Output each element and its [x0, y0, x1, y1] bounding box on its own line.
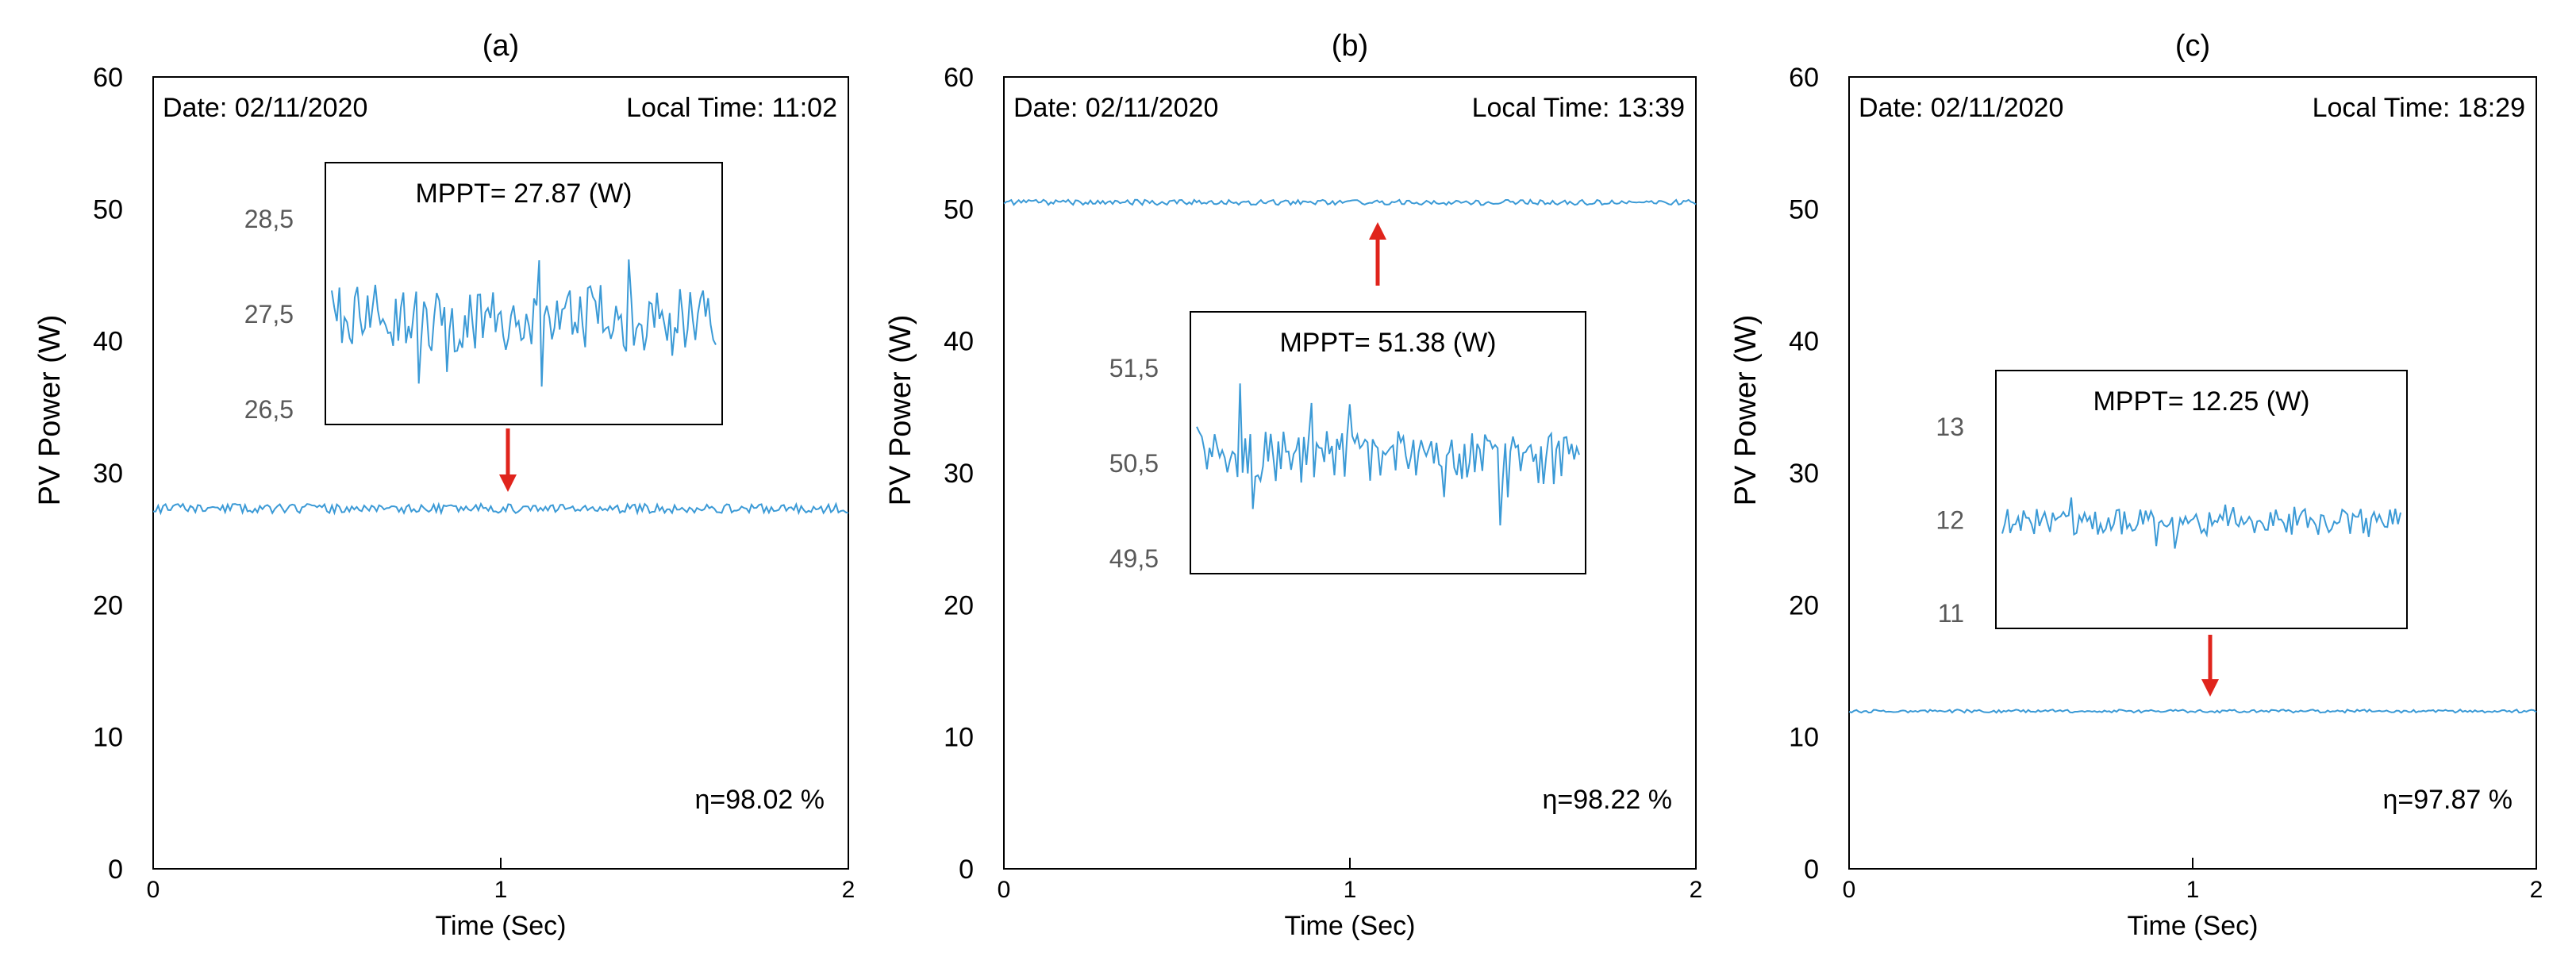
y-tick-label: 30: [944, 459, 974, 489]
panel-b: (b) 0 10 20 30 40 50 60 0 1 2 Time (Sec) PV Power (W…: [884, 29, 1702, 941]
date-annotation: Date: 02/11/2020: [1013, 93, 1218, 123]
local-time-annotation: Local Time: 11:02: [626, 93, 837, 123]
y-tick-label: 50: [93, 194, 123, 225]
pv-power-line: [153, 501, 849, 516]
y-tick-label: 10: [944, 723, 974, 753]
panel-label: (c): [2175, 29, 2210, 63]
x-axis-label: Time (Sec): [436, 911, 567, 941]
y-tick-label: 40: [1789, 327, 1819, 357]
inset-title: MPPT= 51.38 (W): [1279, 328, 1496, 358]
y-tick-label: 40: [944, 327, 974, 357]
efficiency-annotation: η=98.02 %: [694, 785, 825, 815]
local-time-annotation: Local Time: 13:39: [1472, 93, 1685, 123]
y-axis-label: PV Power (W): [884, 315, 917, 506]
red-arrow-head: [1369, 222, 1386, 240]
y-tick-label: 10: [93, 723, 123, 753]
inset-y-tick-label: 13: [1936, 413, 1964, 441]
date-annotation: Date: 02/11/2020: [1859, 93, 2063, 123]
inset-title: MPPT= 27.87 (W): [415, 179, 632, 209]
inset-title: MPPT= 12.25 (W): [2093, 386, 2309, 417]
inset-b: MPPT= 51.38 (W) 51,5 50,5 49,5: [1109, 311, 1586, 574]
x-axis-label: Time (Sec): [1285, 911, 1416, 941]
x-tick-label: 0: [147, 877, 160, 903]
x-tick-label: 1: [1344, 877, 1357, 903]
y-axis-label: PV Power (W): [33, 315, 67, 506]
y-tick-label: 10: [1789, 723, 1819, 753]
inset-series-line: [2001, 497, 2401, 549]
y-tick-label: 20: [93, 590, 123, 620]
date-annotation: Date: 02/11/2020: [163, 93, 367, 123]
y-tick-label: 40: [93, 327, 123, 357]
inset-series-line: [331, 259, 717, 387]
x-tick-label: 0: [998, 877, 1011, 903]
inset-frame: [1995, 370, 2408, 629]
inset-y-tick-label: 51,5: [1109, 354, 1159, 382]
red-arrow-head: [499, 474, 517, 492]
inset-series-line: [1196, 383, 1580, 526]
local-time-annotation: Local Time: 18:29: [2313, 93, 2525, 123]
x-tick-label: 0: [1843, 877, 1856, 903]
y-tick-label: 60: [93, 63, 123, 93]
x-tick-label: 2: [2530, 877, 2543, 903]
y-tick-label: 30: [1789, 459, 1819, 489]
y-tick-label: 20: [944, 590, 974, 620]
y-tick-label: 0: [1804, 855, 1819, 885]
inset-frame: [1190, 311, 1586, 574]
inset-y-tick-label: 50,5: [1109, 449, 1159, 478]
inset-y-tick-label: 26,5: [244, 395, 294, 424]
panel-label: (a): [483, 29, 519, 63]
inset-y-tick-label: 28,5: [244, 205, 294, 233]
x-tick-label: 1: [494, 877, 508, 903]
inset-a: MPPT= 27.87 (W) 28,5 27,5 26,5: [244, 162, 723, 425]
x-axis-label: Time (Sec): [2128, 911, 2259, 941]
red-arrow-head: [2201, 679, 2219, 697]
pv-power-line: [1003, 198, 1697, 206]
y-tick-label: 30: [93, 459, 123, 489]
efficiency-annotation: η=98.22 %: [1542, 785, 1672, 815]
y-tick-label: 60: [1789, 63, 1819, 93]
inset-c: MPPT= 12.25 (W) 13 12 11: [1936, 370, 2408, 629]
y-tick-label: 50: [944, 194, 974, 225]
y-tick-label: 0: [108, 855, 123, 885]
y-tick-label: 20: [1789, 590, 1819, 620]
y-tick-label: 50: [1789, 194, 1819, 225]
pv-power-line: [1848, 708, 2537, 714]
inset-y-tick-label: 27,5: [244, 300, 294, 328]
y-axis-label: PV Power (W): [1729, 315, 1763, 506]
efficiency-annotation: η=97.87 %: [2382, 785, 2513, 815]
x-tick-label: 2: [842, 877, 855, 903]
x-tick-label: 1: [2186, 877, 2200, 903]
panel-a: (a) 0 10 20 30 40 50 60 0 1 2 Time (Sec) PV Power (W…: [33, 29, 855, 941]
inset-y-tick-label: 11: [1938, 599, 1964, 628]
inset-frame: [325, 162, 723, 425]
inset-y-tick-label: 49,5: [1109, 544, 1159, 573]
y-tick-label: 0: [959, 855, 974, 885]
panel-label: (b): [1332, 29, 1368, 63]
x-tick-label: 2: [1690, 877, 1703, 903]
y-tick-label: 60: [944, 63, 974, 93]
inset-y-tick-label: 12: [1936, 506, 1964, 535]
